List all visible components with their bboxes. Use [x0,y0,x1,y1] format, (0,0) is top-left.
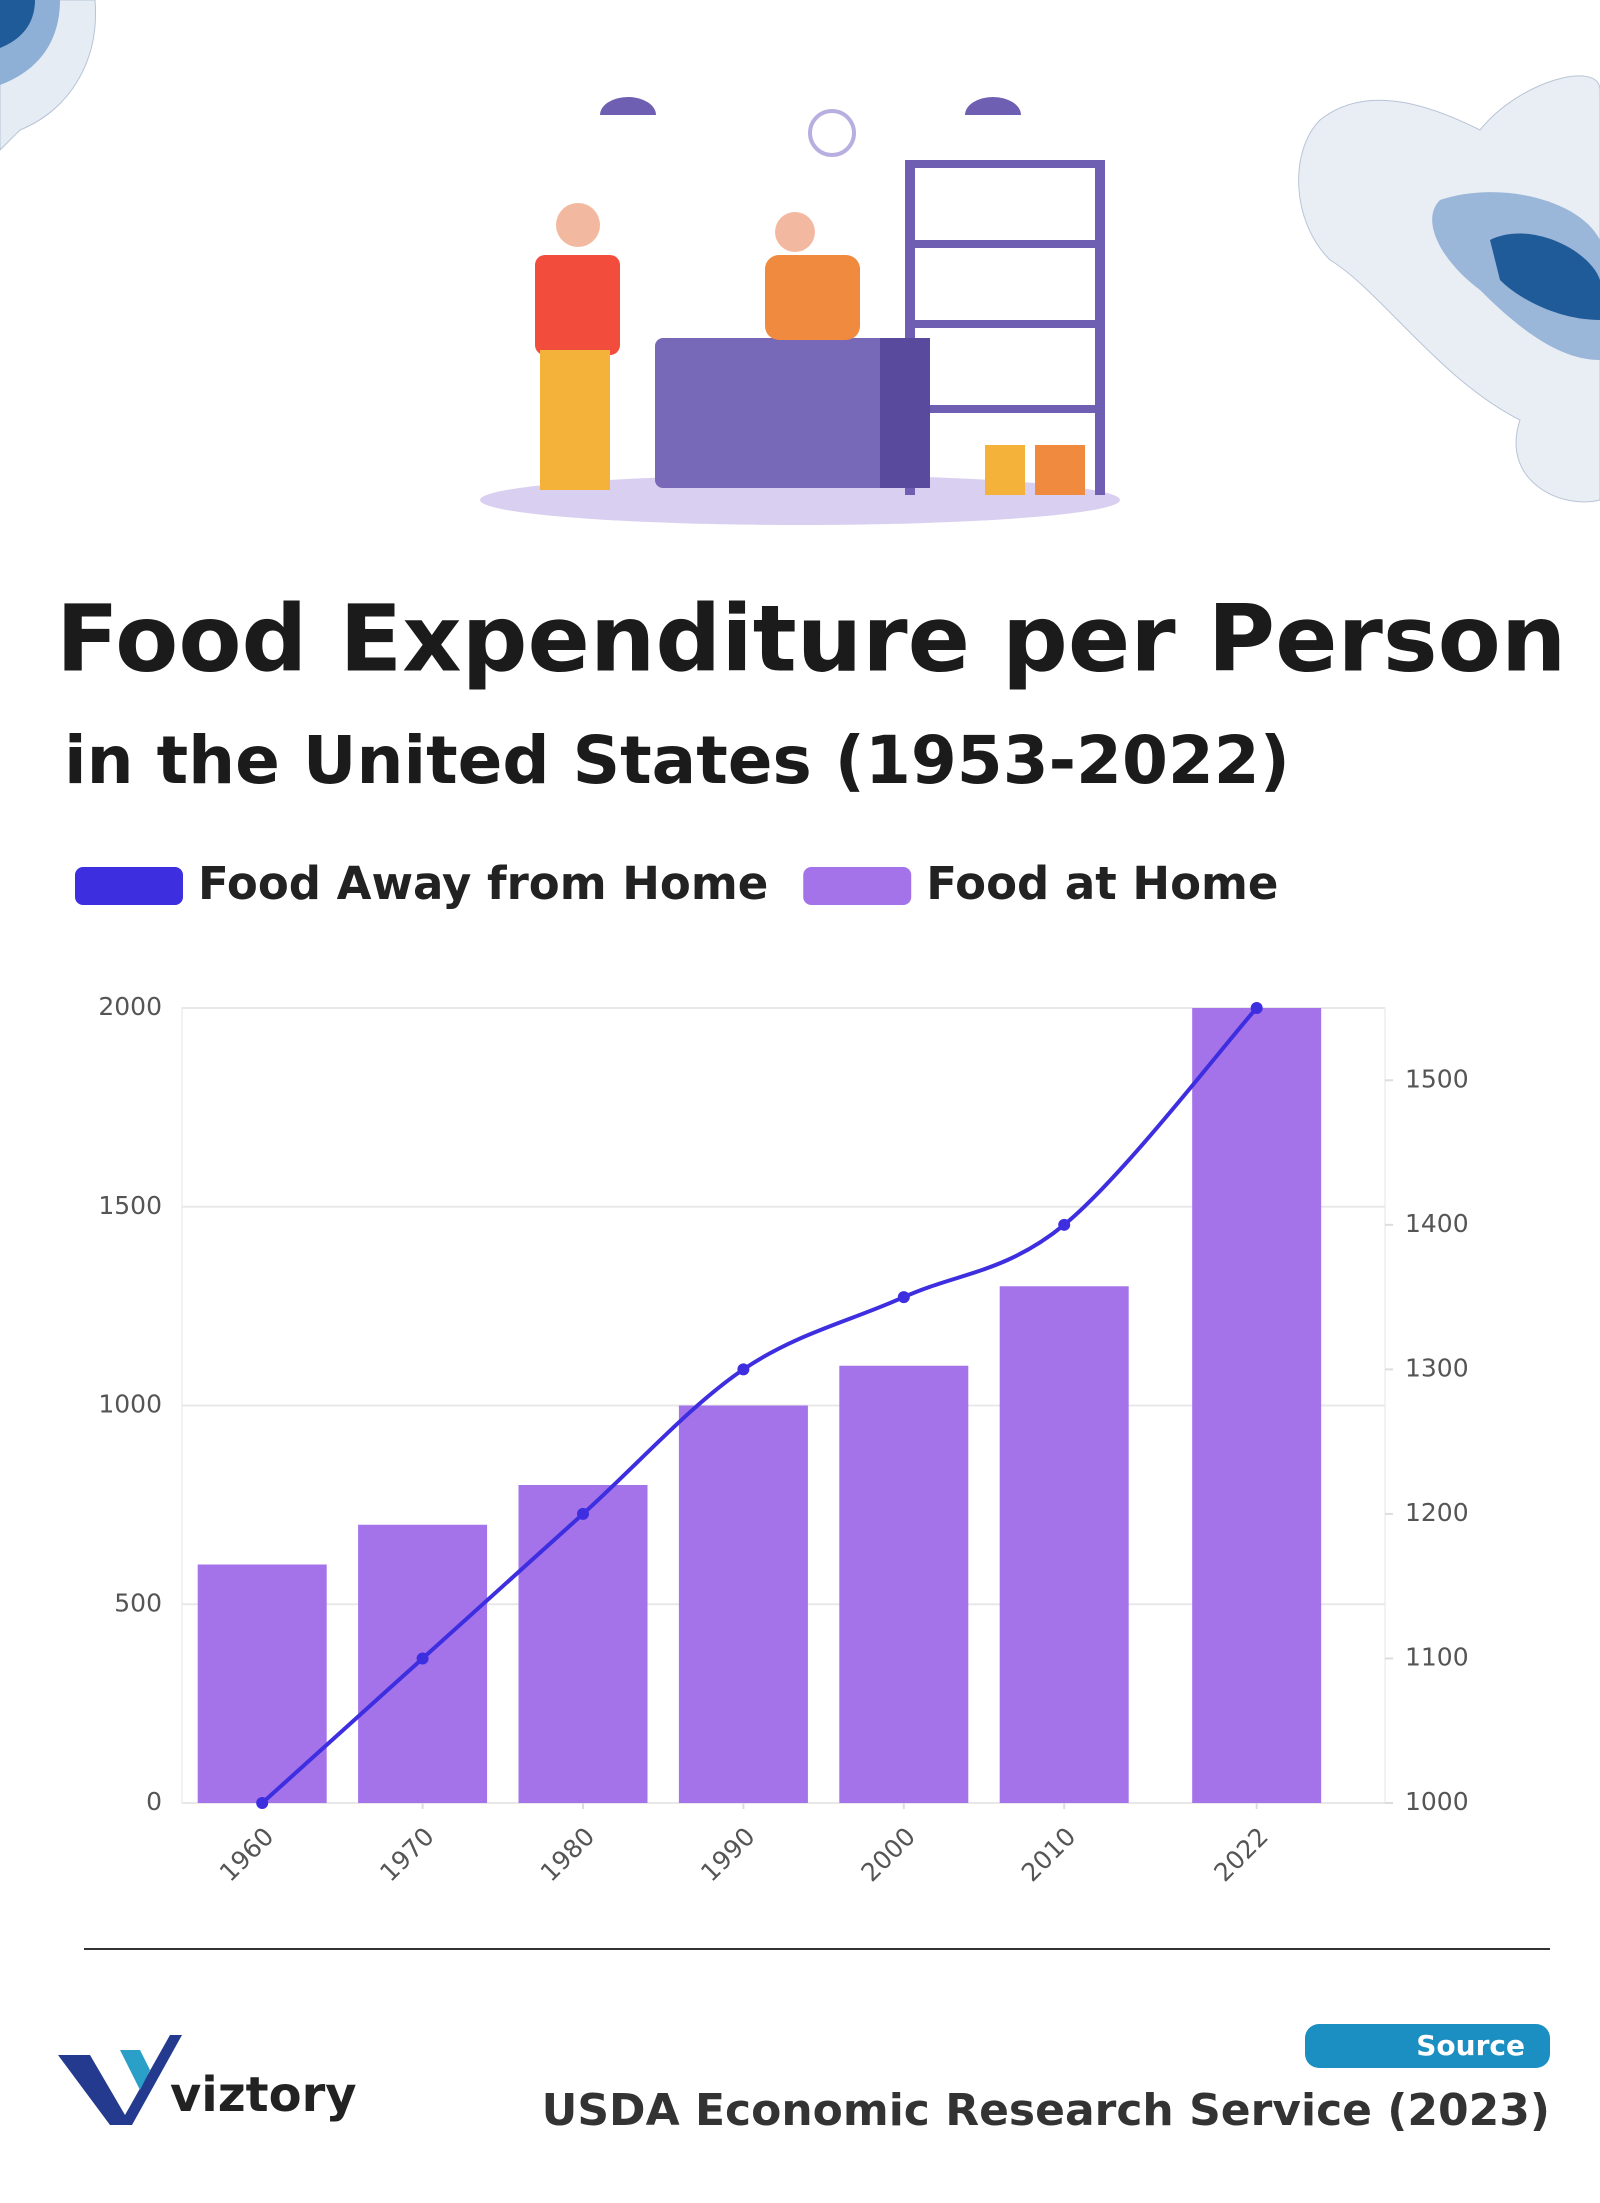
x-tick-label: 1970 [374,1822,439,1887]
brand: viztory [170,2067,357,2123]
line-point [416,1652,429,1665]
y2-tick-label: 1400 [1405,1209,1469,1238]
line-point [737,1363,750,1376]
line-point [577,1507,589,1520]
line-point [1250,1002,1263,1014]
y2-tick-label: 1500 [1405,1064,1469,1093]
x-tick-label: 2022 [1208,1822,1273,1887]
bar [1192,1008,1322,1803]
line-point [256,1797,269,1809]
source-label: Source [1416,2029,1525,2062]
bar [999,1286,1129,1803]
line-point [1058,1218,1071,1231]
y-tick-label: 2000 [98,992,162,1021]
legend-label: Food Away from Home [198,857,768,910]
legend-swatch [75,867,183,905]
bar [839,1365,969,1803]
decoration [0,0,1600,503]
chart-subtitle: in the United States (1953-2022) [64,722,1290,799]
source: USDA Economic Research Service (2023) [542,2085,1550,2136]
y-tick-label: 0 [146,1787,162,1816]
x-tick-label: 1990 [695,1822,760,1887]
x-tick-label: 2010 [1016,1822,1081,1887]
y2-tick-label: 1000 [1405,1787,1469,1816]
y2-tick-label: 1300 [1405,1353,1469,1382]
source-badge [1305,2024,1550,2068]
bar [518,1485,648,1803]
y-tick-label: 1500 [98,1191,162,1220]
legend-label: Food at Home [926,857,1278,910]
y-tick-label: 500 [114,1588,162,1617]
x-tick-label: 1980 [535,1822,600,1887]
line-point [897,1291,910,1304]
x-tick-label: 1960 [214,1822,279,1887]
y-tick-label: 1000 [98,1390,162,1419]
y2-tick-label: 1100 [1405,1642,1469,1671]
plot: 0 500 1000 1500 2000 1000 1100 1200 1300 1400 1500… [98,992,1468,1887]
y2-tick-label: 1200 [1405,1498,1469,1527]
logo: viztory [58,2035,357,2125]
x-tick-label: 2000 [855,1822,920,1887]
legend-swatch [803,867,912,905]
bar [197,1564,327,1803]
bar [678,1405,808,1803]
legend: Food Away from Home Food at Home [75,857,1278,910]
chart-title: Food Expenditure per Person [56,585,1566,692]
illustration [480,97,1120,525]
